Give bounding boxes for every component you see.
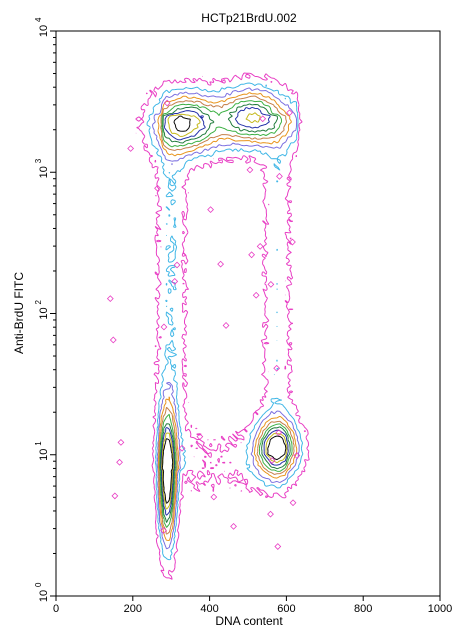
outlier-event [171, 278, 179, 285]
outlier-event [217, 260, 225, 268]
y-tick-exponent: 0 [34, 582, 43, 587]
outlier-event [246, 166, 254, 174]
outlier-event [116, 458, 123, 466]
outlier-event [207, 206, 214, 213]
y-tick-label: 10 3 [34, 158, 50, 178]
outlier-event [109, 336, 117, 344]
x-tick-label: 400 [200, 603, 218, 615]
chart-title: HCTp21BrdU.002 [201, 11, 297, 25]
x-axis-label: DNA content [215, 614, 283, 628]
contour-level-1 [135, 72, 310, 580]
y-tick-label: 10 4 [34, 17, 50, 37]
outlier-event [210, 493, 218, 501]
outlier-event [222, 322, 230, 329]
outlier-event [267, 510, 274, 518]
y-tick-exponent: 3 [34, 158, 43, 163]
outlier-event [154, 184, 161, 192]
y-tick-label: 10 0 [34, 582, 50, 602]
x-tick-label: 800 [354, 603, 372, 615]
outlier-event [111, 492, 119, 500]
outlier-event [274, 543, 282, 550]
y-tick-exponent: 2 [34, 300, 43, 305]
outlier-event [256, 242, 264, 250]
contour-level-7 [159, 103, 291, 523]
outlier-event [178, 444, 186, 452]
y-tick-label: 102 [34, 300, 50, 320]
outlier-event [259, 115, 267, 123]
outlier-event [173, 261, 181, 269]
outlier-event [252, 291, 260, 299]
x-tick-label: 1000 [428, 603, 452, 615]
contour-level-4 [157, 92, 298, 541]
outlier-event [230, 522, 237, 530]
contour-level-5 [158, 95, 295, 535]
outlier-event [127, 145, 135, 152]
outlier-event [293, 452, 301, 459]
x-tick-label: 600 [277, 603, 295, 615]
outlier-event [268, 457, 276, 464]
outlier-event [163, 99, 171, 107]
contour-level-2 [146, 82, 304, 561]
contour-level-6 [159, 100, 293, 528]
y-tick-base: 10 [38, 25, 50, 37]
outlier-event [106, 295, 114, 303]
y-tick-label: 10 1 [34, 441, 50, 461]
scattered-events [106, 99, 301, 550]
outlier-event [160, 527, 167, 534]
contour-level-8 [160, 106, 289, 516]
y-tick-exponent: 1 [34, 441, 43, 446]
outlier-event [196, 433, 204, 441]
contour-level-9 [161, 112, 288, 510]
outlier-event [276, 172, 283, 180]
outlier-event [275, 429, 283, 437]
contour-lines [135, 72, 310, 580]
outlier-event [248, 251, 256, 259]
y-tick-base: 10 [38, 307, 50, 319]
y-tick-exponent: 4 [34, 17, 43, 22]
outlier-event [289, 499, 297, 507]
outlier-event [289, 238, 296, 246]
y-tick-base: 10 [38, 590, 50, 602]
y-tick-base: 10 [38, 449, 50, 461]
outlier-event [267, 280, 275, 288]
outlier-event [273, 364, 281, 372]
contour-level-3 [152, 87, 300, 550]
x-tick-label: 200 [124, 603, 142, 615]
y-tick-base: 10 [38, 166, 50, 178]
outlier-event [117, 438, 125, 446]
contour-level-10 [161, 115, 287, 504]
x-tick-label: 0 [53, 603, 59, 615]
x-axis: 0 200 400 600 800 1000 [53, 596, 452, 615]
outlier-event [160, 323, 168, 331]
outlier-event [286, 109, 293, 117]
y-axis-label: Anti-BrdU FITC [12, 272, 26, 354]
